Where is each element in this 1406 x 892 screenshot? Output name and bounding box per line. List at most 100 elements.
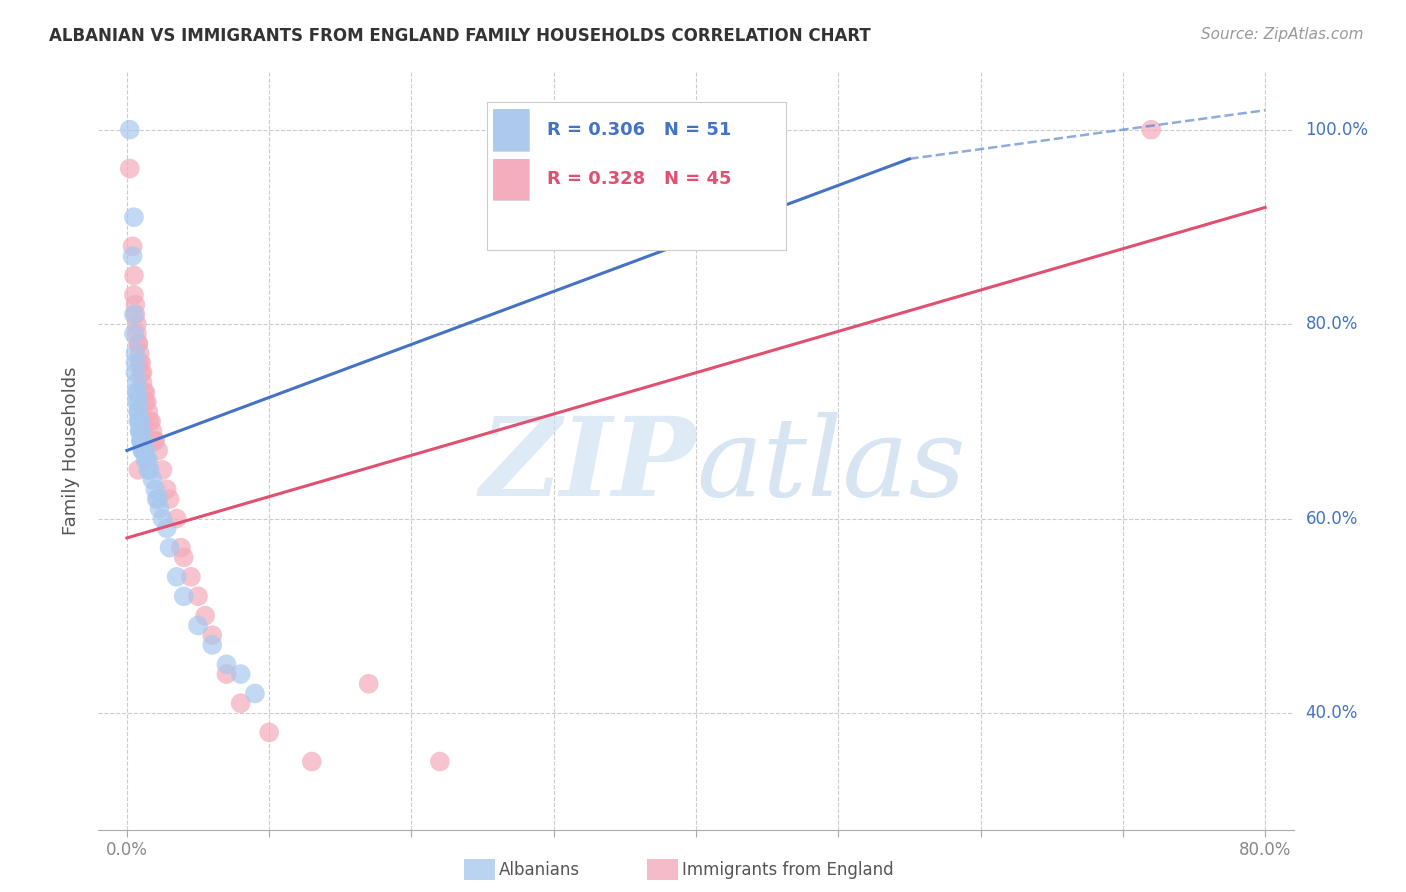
Point bbox=[127, 414, 149, 428]
Point bbox=[135, 453, 157, 467]
Point bbox=[122, 307, 145, 321]
Point bbox=[122, 326, 145, 341]
Text: R = 0.306   N = 51: R = 0.306 N = 51 bbox=[547, 121, 731, 139]
Point bbox=[125, 385, 148, 400]
Point bbox=[136, 453, 159, 467]
Point bbox=[159, 541, 181, 555]
Text: 80.0%: 80.0% bbox=[1306, 315, 1358, 333]
Point bbox=[124, 346, 146, 360]
Point bbox=[135, 395, 157, 409]
Point bbox=[138, 463, 160, 477]
Point bbox=[143, 434, 166, 448]
Point bbox=[129, 434, 152, 448]
Point bbox=[125, 326, 148, 341]
Point bbox=[229, 667, 252, 681]
FancyBboxPatch shape bbox=[494, 159, 529, 201]
Point bbox=[139, 414, 162, 428]
FancyBboxPatch shape bbox=[494, 159, 529, 201]
Point bbox=[243, 686, 266, 700]
Point bbox=[127, 336, 149, 351]
Point bbox=[170, 541, 193, 555]
Point bbox=[149, 501, 172, 516]
Point bbox=[215, 657, 238, 672]
Point bbox=[134, 385, 156, 400]
Point bbox=[145, 491, 167, 506]
Point bbox=[257, 725, 280, 739]
Text: Source: ZipAtlas.com: Source: ZipAtlas.com bbox=[1201, 27, 1364, 42]
Point bbox=[124, 307, 146, 321]
Point bbox=[159, 491, 181, 506]
Point bbox=[180, 570, 202, 584]
Text: ALBANIAN VS IMMIGRANTS FROM ENGLAND FAMILY HOUSEHOLDS CORRELATION CHART: ALBANIAN VS IMMIGRANTS FROM ENGLAND FAMI… bbox=[49, 27, 870, 45]
Point bbox=[129, 434, 152, 448]
Text: atlas: atlas bbox=[696, 412, 966, 519]
Point bbox=[141, 473, 163, 487]
Point bbox=[1140, 122, 1163, 136]
Point bbox=[131, 434, 153, 448]
Text: 100.0%: 100.0% bbox=[1306, 120, 1368, 138]
Text: 40.0%: 40.0% bbox=[1306, 704, 1358, 722]
Point bbox=[127, 463, 149, 477]
Point bbox=[127, 404, 149, 418]
Point bbox=[156, 483, 179, 497]
Point bbox=[152, 463, 174, 477]
FancyBboxPatch shape bbox=[494, 110, 529, 151]
Point bbox=[173, 589, 195, 603]
Point bbox=[128, 356, 150, 370]
Point bbox=[134, 395, 156, 409]
Point bbox=[166, 511, 188, 525]
Point bbox=[124, 356, 146, 370]
Point bbox=[429, 755, 451, 769]
Point bbox=[129, 356, 152, 370]
Point bbox=[187, 618, 209, 632]
Text: 60.0%: 60.0% bbox=[1306, 509, 1358, 527]
Point bbox=[128, 424, 150, 438]
Point bbox=[128, 414, 150, 428]
Point bbox=[229, 696, 252, 710]
Point bbox=[187, 589, 209, 603]
Point bbox=[134, 443, 156, 458]
Point bbox=[118, 161, 141, 176]
FancyBboxPatch shape bbox=[494, 110, 529, 151]
Point bbox=[166, 570, 188, 584]
Point bbox=[131, 376, 153, 390]
Point bbox=[128, 346, 150, 360]
FancyBboxPatch shape bbox=[486, 102, 786, 250]
Point bbox=[136, 404, 159, 418]
Point bbox=[201, 628, 224, 642]
Point bbox=[127, 404, 149, 418]
Point bbox=[125, 385, 148, 400]
Point bbox=[122, 210, 145, 224]
Point bbox=[138, 414, 160, 428]
Point bbox=[124, 298, 146, 312]
Point bbox=[124, 366, 146, 380]
Point bbox=[132, 443, 155, 458]
Point bbox=[121, 239, 143, 253]
Text: R = 0.328   N = 45: R = 0.328 N = 45 bbox=[547, 170, 731, 188]
Point bbox=[357, 677, 380, 691]
Text: ZIP: ZIP bbox=[479, 412, 696, 519]
Point bbox=[132, 443, 155, 458]
Point bbox=[122, 288, 145, 302]
Point bbox=[134, 453, 156, 467]
Point bbox=[121, 249, 143, 263]
Point bbox=[657, 122, 679, 136]
Point bbox=[143, 483, 166, 497]
Point bbox=[301, 755, 323, 769]
Point bbox=[201, 638, 224, 652]
Point bbox=[173, 550, 195, 565]
Point bbox=[118, 122, 141, 136]
Text: Immigrants from England: Immigrants from England bbox=[682, 861, 894, 879]
Point bbox=[142, 434, 165, 448]
Point bbox=[128, 414, 150, 428]
Point bbox=[148, 491, 170, 506]
Point bbox=[125, 395, 148, 409]
Y-axis label: Family Households: Family Households bbox=[62, 367, 80, 534]
Point bbox=[127, 395, 149, 409]
Point bbox=[152, 511, 174, 525]
Point bbox=[125, 317, 148, 331]
Point bbox=[131, 443, 153, 458]
Point bbox=[127, 336, 149, 351]
Point bbox=[148, 443, 170, 458]
Point bbox=[129, 366, 152, 380]
